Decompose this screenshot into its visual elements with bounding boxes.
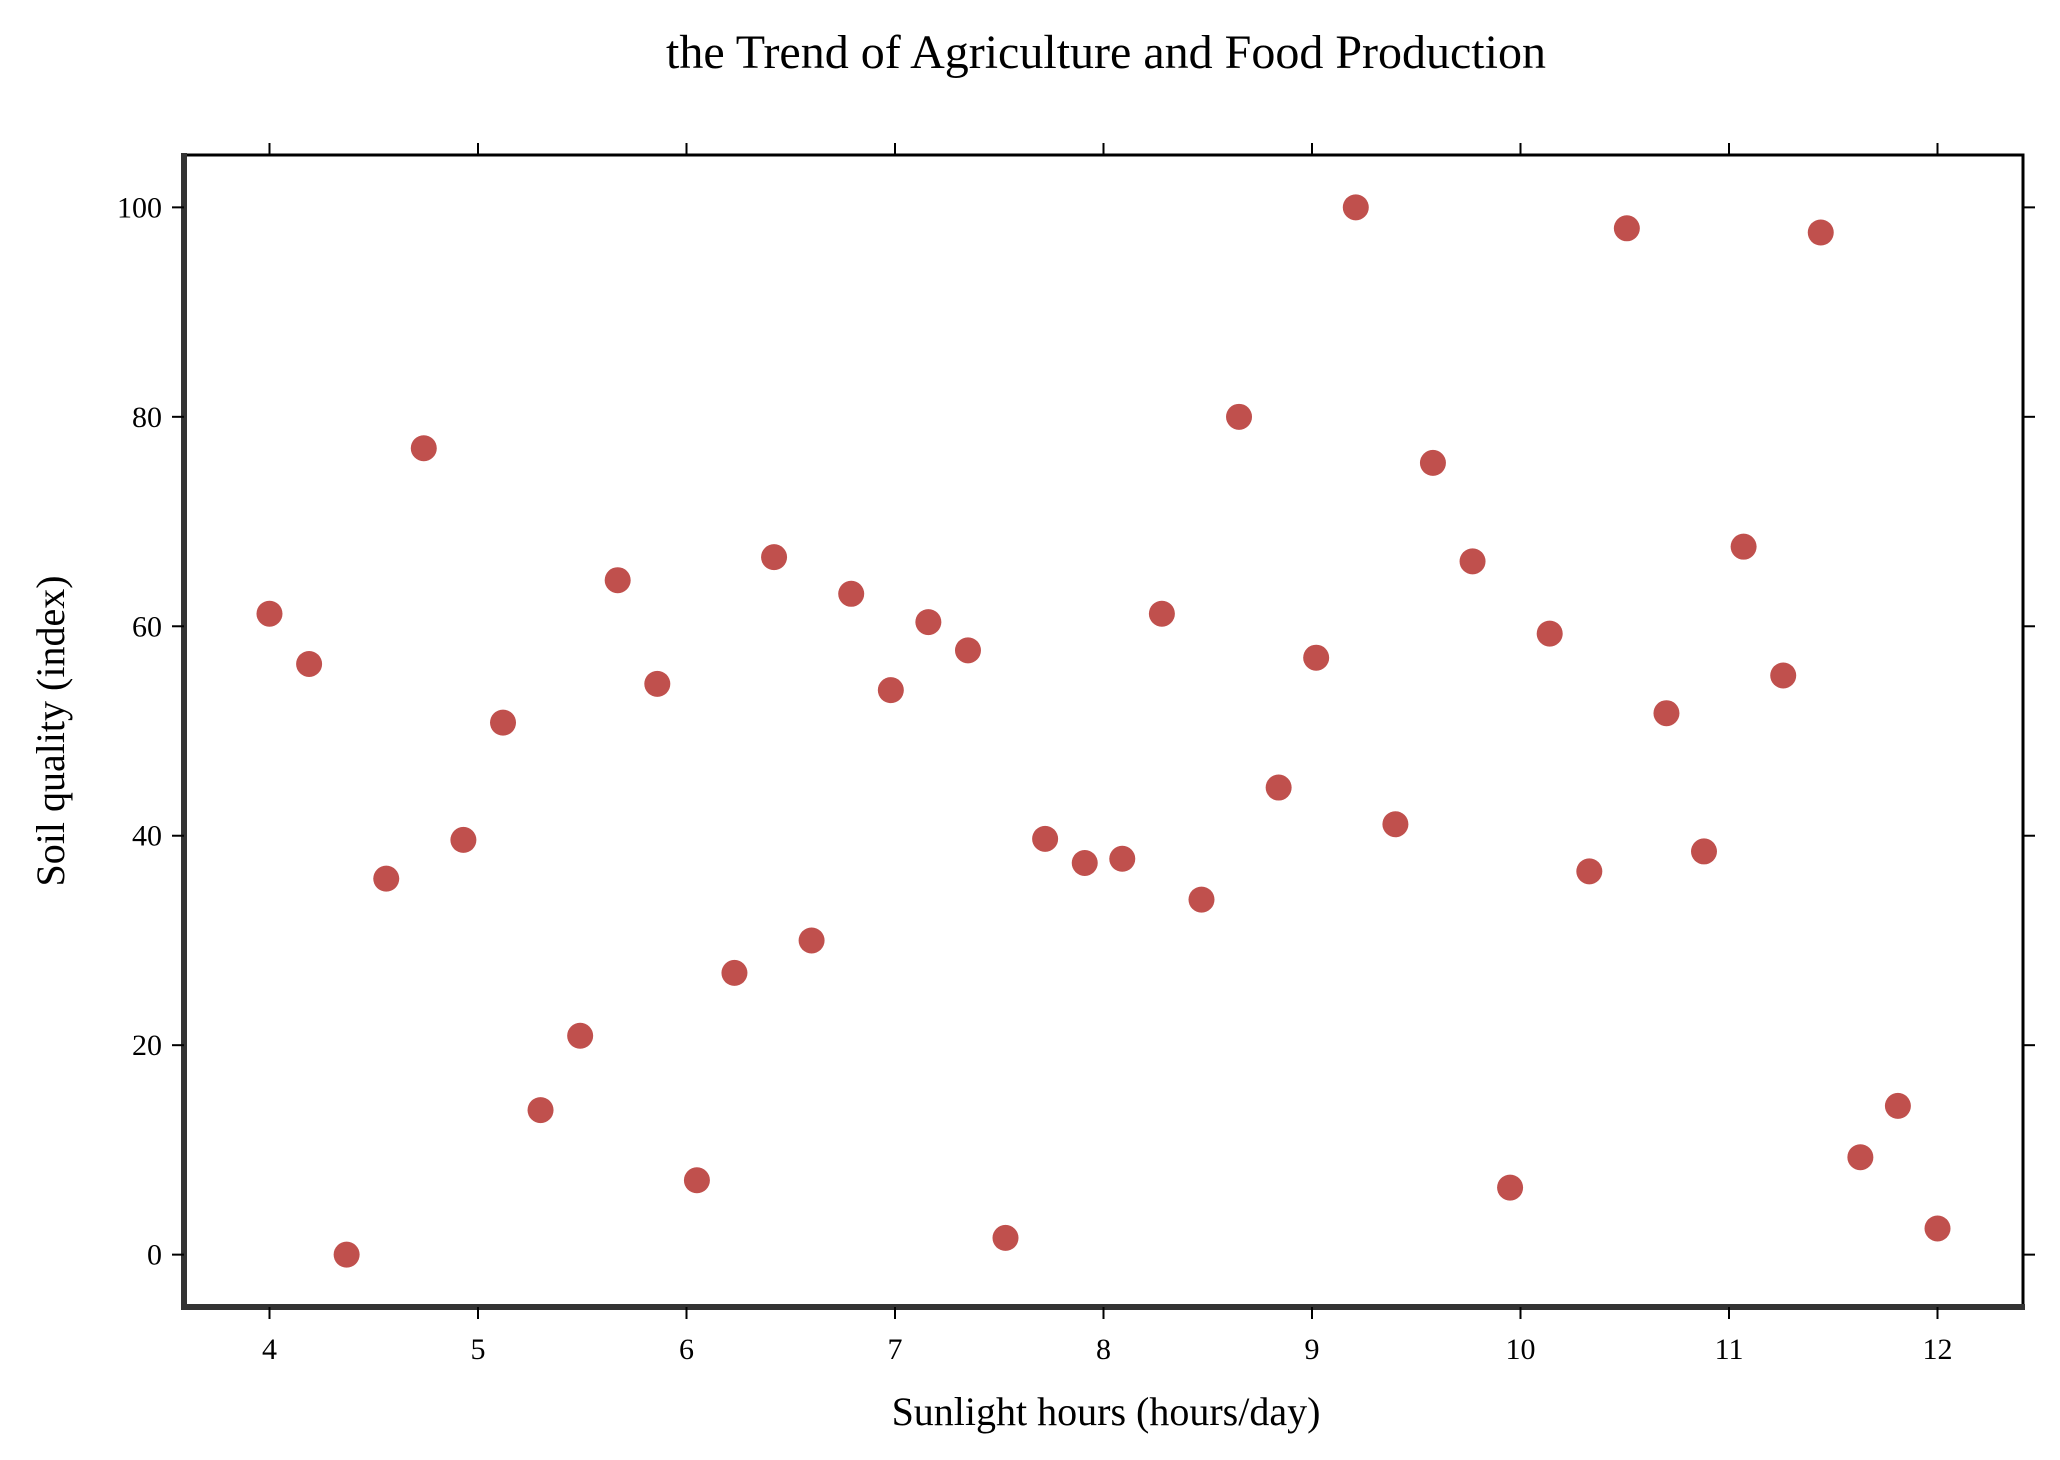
x-tick-label: 10 (1506, 1333, 1536, 1366)
y-tick-label: 0 (147, 1239, 162, 1272)
y-tick-label: 20 (132, 1029, 162, 1062)
y-tick-label: 80 (132, 401, 162, 434)
data-point (527, 1097, 554, 1124)
chart-title: the Trend of Agriculture and Food Produc… (666, 26, 1546, 79)
data-point (256, 600, 283, 627)
data-point (1807, 219, 1834, 246)
x-tick-label: 11 (1715, 1333, 1744, 1366)
data-point (1884, 1092, 1911, 1119)
data-point (1459, 548, 1486, 575)
y-tick-label: 100 (117, 191, 162, 224)
data-point (296, 650, 323, 677)
y-tick-label: 40 (132, 820, 162, 853)
data-point (1847, 1144, 1874, 1171)
data-point (1148, 600, 1175, 627)
data-point (604, 567, 631, 594)
y-ticks: 0 20 40 60 80 100 (117, 191, 2035, 1272)
data-point (1382, 811, 1409, 838)
data-point (1109, 845, 1136, 872)
data-point (683, 1167, 710, 1194)
data-point (1342, 194, 1369, 221)
data-point (954, 637, 981, 664)
plot-frame (182, 153, 2025, 1309)
x-tick-label: 6 (679, 1333, 694, 1366)
data-point (992, 1224, 1019, 1251)
data-point (1690, 838, 1717, 865)
data-point (373, 865, 400, 892)
x-tick-label: 7 (887, 1333, 902, 1366)
data-point (1303, 644, 1330, 671)
data-point (1576, 858, 1603, 885)
y-axis-title: Soil quality (index) (28, 575, 73, 886)
data-point (410, 435, 437, 462)
data-point (1188, 886, 1215, 913)
data-point (838, 580, 865, 607)
data-point (490, 709, 517, 736)
data-point (1419, 449, 1446, 476)
y-tick-label: 60 (132, 610, 162, 643)
x-tick-label: 12 (1923, 1333, 1953, 1366)
data-point (450, 826, 477, 853)
data-points (256, 194, 1951, 1268)
data-point (1071, 849, 1098, 876)
data-point (798, 927, 825, 954)
x-axis-title: Sunlight hours (hours/day) (892, 1389, 1321, 1434)
data-point (1770, 662, 1797, 689)
data-point (721, 959, 748, 986)
x-ticks: 4 5 6 7 8 9 10 11 12 (262, 143, 1953, 1366)
data-point (761, 544, 788, 571)
data-point (877, 677, 904, 704)
data-point (1226, 403, 1253, 430)
data-point (567, 1022, 594, 1049)
x-tick-label: 5 (470, 1333, 485, 1366)
data-point (915, 609, 942, 636)
data-point (333, 1241, 360, 1268)
x-tick-label: 8 (1096, 1333, 1111, 1366)
data-point (1497, 1174, 1524, 1201)
x-tick-label: 4 (262, 1333, 277, 1366)
data-point (1924, 1215, 1951, 1242)
data-point (1032, 825, 1059, 852)
data-point (1536, 620, 1563, 647)
data-point (644, 670, 671, 697)
data-point (1730, 533, 1757, 560)
data-point (1613, 215, 1640, 242)
data-point (1653, 700, 1680, 727)
x-tick-label: 9 (1305, 1333, 1320, 1366)
data-point (1265, 774, 1292, 801)
